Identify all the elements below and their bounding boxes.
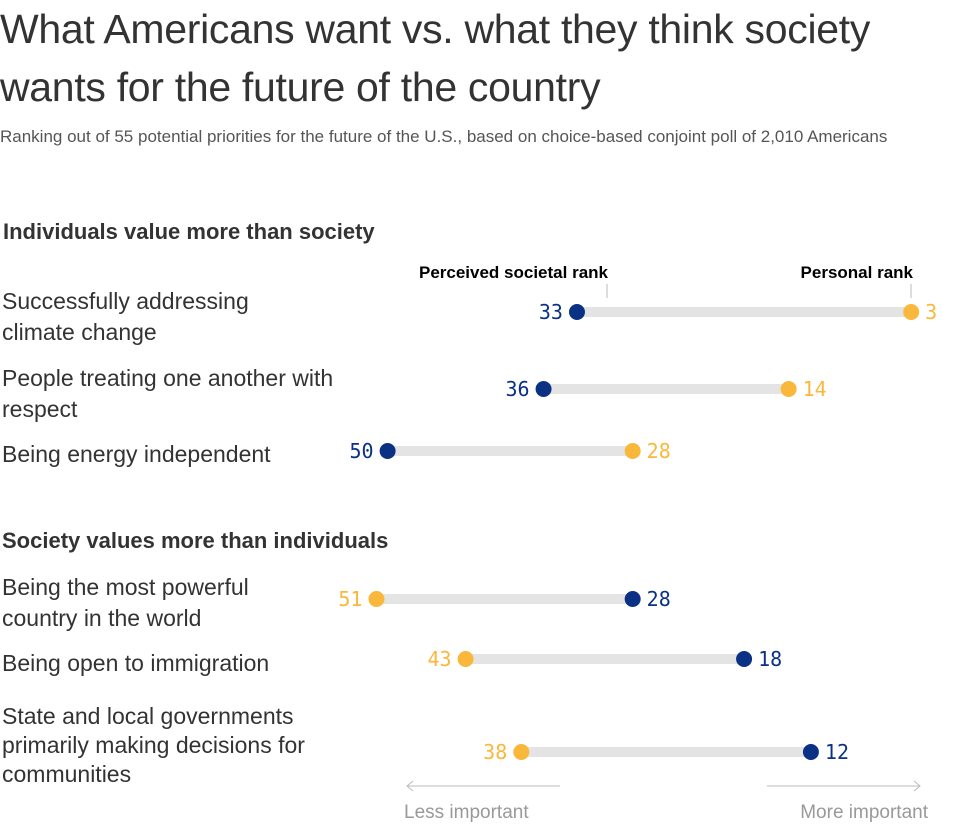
societal-rank-label-energy: 50 [350,439,374,463]
row-label-local-gov: State and local governments primarily ma… [2,703,305,787]
personal-rank-point-powerful [368,591,385,607]
row-label-immigration: Being open to immigration [2,650,270,676]
personal-rank-point-energy [624,443,641,459]
legend-societal: Perceived societal rank [419,263,609,282]
section-title-society: Society values more than individuals [2,528,389,553]
legend: Perceived societal rank Personal rank [419,263,914,298]
societal-rank-point-local-gov [802,744,819,760]
personal-rank-point-respect [780,381,797,397]
societal-rank-point-climate [568,304,585,320]
personal-rank-label-energy: 28 [647,439,671,463]
chart-subtitle: Ranking out of 55 potential priorities f… [0,127,888,146]
axis-label-more-important: More important [800,802,928,823]
personal-rank-point-immigration [457,651,474,667]
personal-rank-label-respect: 14 [803,377,827,401]
societal-rank-label-local-gov: 12 [825,740,849,764]
societal-rank-point-energy [379,443,396,459]
legend-personal: Personal rank [801,263,914,282]
personal-rank-label-powerful: 51 [338,587,362,611]
societal-rank-point-powerful [624,591,641,607]
personal-rank-point-climate [903,304,920,320]
chart-title: What Americans want vs. what they think … [0,6,871,110]
section-title-individuals: Individuals value more than society [3,219,375,244]
row-label-powerful: Being the most powerful country in the w… [2,574,249,631]
societal-rank-point-immigration [736,651,753,667]
societal-rank-label-powerful: 28 [647,587,671,611]
personal-rank-label-immigration: 43 [427,647,451,671]
row-label-climate: Successfully addressing climate change [2,288,249,345]
axis-left-arrow-icon [406,780,414,792]
importance-axis: Less important More important [404,780,929,823]
societal-rank-label-climate: 33 [539,300,563,324]
row-label-respect: People treating one another with respect [2,365,334,422]
axis-label-less-important: Less important [404,802,529,823]
societal-rank-label-immigration: 18 [758,647,782,671]
row-label-energy: Being energy independent [2,441,271,467]
axis-right-arrow-icon [913,780,921,792]
personal-rank-label-climate: 3 [925,300,937,324]
societal-rank-label-respect: 36 [505,377,529,401]
personal-rank-label-local-gov: 38 [483,740,507,764]
personal-rank-point-local-gov [513,744,530,760]
societal-rank-point-respect [535,381,552,397]
